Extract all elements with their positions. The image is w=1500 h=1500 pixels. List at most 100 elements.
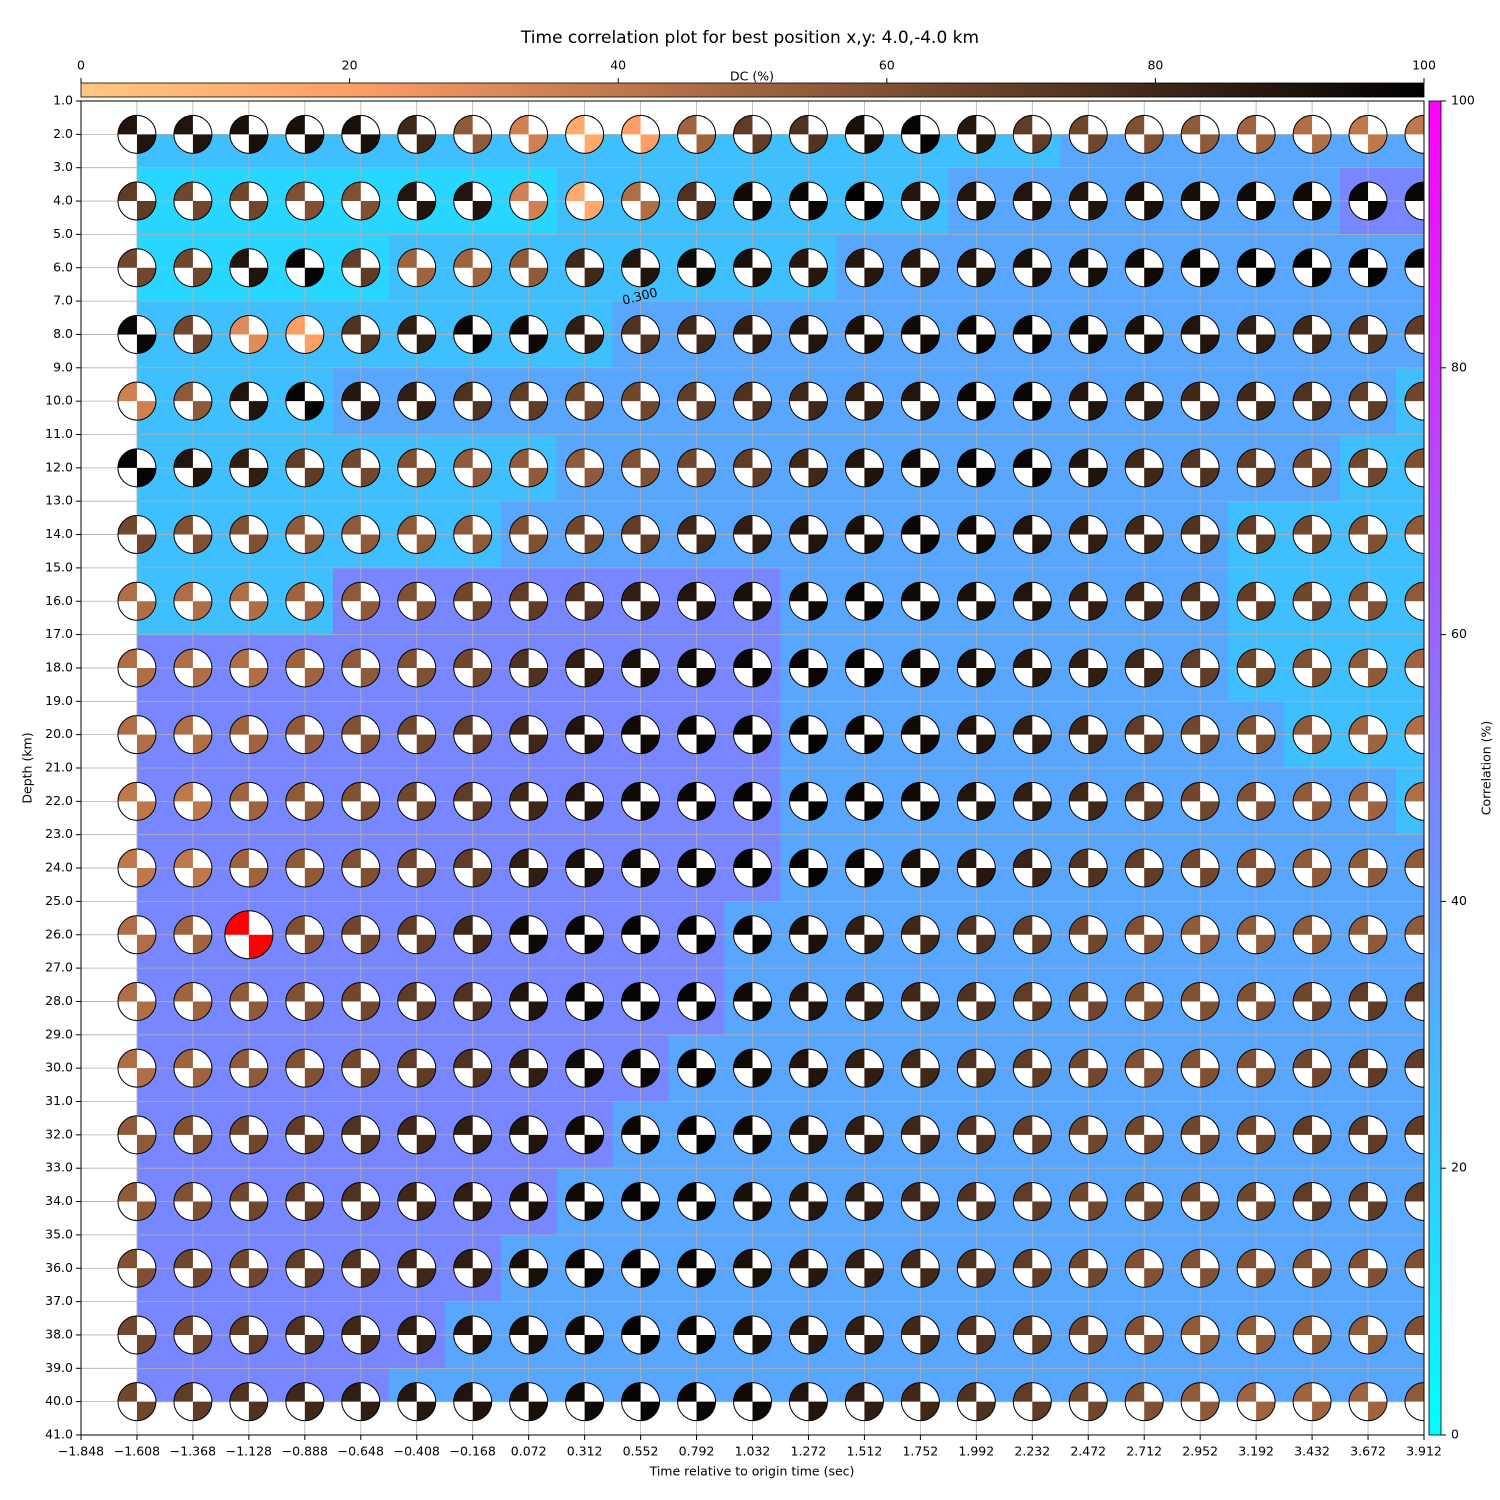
beachball [1013, 448, 1052, 487]
beachball [845, 1115, 884, 1154]
beachball-rim [397, 915, 437, 955]
beachball-rim [1124, 715, 1164, 755]
beachball-rim [844, 581, 884, 621]
beachball-rim [229, 515, 269, 555]
beachball-rim [1068, 915, 1108, 955]
beachball-rim [397, 1315, 437, 1355]
beachball [285, 248, 324, 287]
beachball-rim [509, 581, 549, 621]
beachball [509, 915, 548, 954]
beachball [453, 382, 492, 421]
beachball [1405, 582, 1424, 621]
y-tick-label: 32.0 [45, 1126, 73, 1141]
beachball-rim [509, 915, 549, 955]
beachball-rim [1236, 915, 1276, 955]
beachball [1405, 849, 1424, 888]
beachball [1125, 1049, 1164, 1088]
beachball [1069, 648, 1108, 687]
beachball-rim [341, 448, 381, 488]
beachball-rim [1068, 1248, 1108, 1288]
beachball-rim [1068, 114, 1108, 154]
beachball-rim [1124, 114, 1164, 154]
beachball [1349, 1382, 1388, 1421]
beachball-rim [1236, 181, 1276, 221]
dc-tick-label: 60 [879, 58, 895, 73]
x-tick-label: 2.232 [1014, 1444, 1050, 1459]
beachball-rim [1012, 781, 1052, 821]
beachball-rim [844, 248, 884, 288]
beachball-rim [1124, 1248, 1164, 1288]
beachball-rim [509, 1182, 549, 1222]
beachball [957, 715, 996, 754]
beachball [117, 715, 156, 754]
beachball-rim [733, 515, 772, 555]
beachball [453, 715, 492, 754]
beachball [229, 782, 268, 821]
beachball [509, 715, 548, 754]
beachball-rim [341, 381, 381, 421]
x-tick-label: −1.608 [114, 1444, 160, 1459]
beachball [1349, 1249, 1388, 1288]
beachball-rim [956, 448, 996, 488]
beachball [1013, 1315, 1052, 1354]
beachball-rim [117, 915, 157, 955]
beachball-rim [1068, 1382, 1108, 1422]
beachball-rim [1348, 648, 1388, 688]
beachball-rim [397, 1248, 437, 1288]
beachball [229, 1115, 268, 1154]
beachball [621, 1182, 660, 1221]
beachball-rim [621, 581, 661, 621]
beachball-rim [1236, 515, 1276, 555]
beachball [565, 982, 604, 1021]
beachball [901, 448, 940, 487]
beachball-rim [229, 581, 269, 621]
beachball [509, 115, 548, 154]
beachball-rim [229, 1182, 269, 1222]
beachball-rim [733, 981, 772, 1021]
corr-colorbar-label: Correlation (%) [1479, 721, 1494, 816]
beachball-rim [397, 781, 437, 821]
beachball [117, 182, 156, 221]
beachball [1237, 715, 1276, 754]
beachball-rim [1012, 1382, 1052, 1422]
beachball-rim [397, 648, 437, 688]
beachball [957, 315, 996, 354]
beachball [789, 1115, 828, 1154]
beachball-rim [173, 1182, 213, 1222]
beachball-rim [1180, 915, 1220, 955]
beachball-rim [173, 1315, 213, 1355]
beachball [621, 1115, 660, 1154]
beachball [1293, 382, 1332, 421]
beachball-rim [1124, 1315, 1164, 1355]
beachball [453, 315, 492, 354]
beachball [341, 115, 380, 154]
beachball [1237, 1182, 1276, 1221]
beachball-rim [733, 448, 772, 488]
beachball [285, 115, 324, 154]
beachball [285, 1315, 324, 1354]
beachball-rim [1348, 848, 1388, 888]
beachball-rim [1068, 781, 1108, 821]
beachball-rim [900, 314, 940, 354]
beachball [789, 1249, 828, 1288]
beachball [1125, 915, 1164, 954]
beachball-rim [117, 1048, 157, 1088]
beachball-rim [565, 648, 605, 688]
beachball-rim [1124, 314, 1164, 354]
beachball [1405, 648, 1424, 687]
beachball [1349, 915, 1388, 954]
beachball [565, 448, 604, 487]
beachball-rim [844, 915, 884, 955]
beachball [1293, 248, 1332, 287]
beachball [677, 1182, 716, 1221]
beachball [901, 182, 940, 221]
beachball [845, 515, 884, 554]
beachball [565, 782, 604, 821]
beachball [1069, 582, 1108, 621]
beachball-rim [397, 381, 437, 421]
beachball-rim [621, 648, 661, 688]
x-tick-label: 3.672 [1350, 1444, 1386, 1459]
beachball [1069, 782, 1108, 821]
beachball [845, 849, 884, 888]
beachball [565, 849, 604, 888]
